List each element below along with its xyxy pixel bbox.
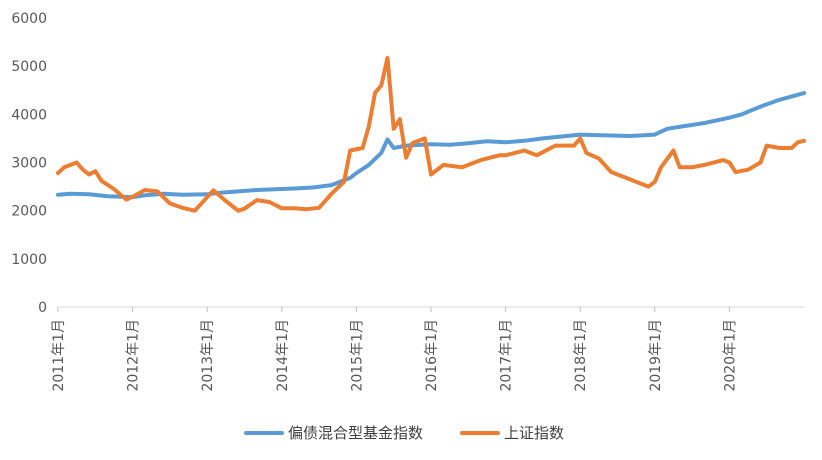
- x-tick-label: 2015年1月: [349, 319, 365, 392]
- series-layer: [56, 56, 806, 213]
- legend-label-fund-index: 偏债混合型基金指数: [288, 424, 423, 442]
- series-line-sse-index: [56, 56, 806, 213]
- x-tick-label: 2020年1月: [722, 319, 738, 392]
- y-tick-label: 4000: [11, 107, 47, 123]
- y-tick-label: 3000: [11, 156, 47, 172]
- legend-label-sse-index: 上证指数: [504, 424, 564, 442]
- y-tick-label: 2000: [11, 204, 47, 220]
- x-axis: 2011年1月 2012年1月 2013年1月 2014年1月 2015年1月 2016年…: [51, 306, 804, 392]
- y-tick-label: 1000: [11, 252, 47, 268]
- y-tick-label: 5000: [11, 59, 47, 75]
- x-tick-label: 2014年1月: [275, 319, 291, 392]
- x-tick-label: 2012年1月: [126, 319, 142, 392]
- y-axis: 0 1000 2000 3000 4000 5000 6000: [11, 11, 47, 316]
- legend: 偏债混合型基金指数 上证指数: [244, 424, 564, 442]
- x-tick-label: 2019年1月: [648, 319, 664, 392]
- x-tick-label: 2017年1月: [499, 319, 515, 392]
- x-tick-label: 2018年1月: [573, 319, 589, 392]
- y-tick-label: 6000: [11, 11, 47, 27]
- x-tick-label: 2011年1月: [51, 319, 67, 392]
- series-line-fund-index: [56, 91, 806, 200]
- y-tick-label: 0: [38, 300, 47, 316]
- x-tick-label: 2016年1月: [424, 319, 440, 392]
- x-tick-label: 2013年1月: [200, 319, 216, 392]
